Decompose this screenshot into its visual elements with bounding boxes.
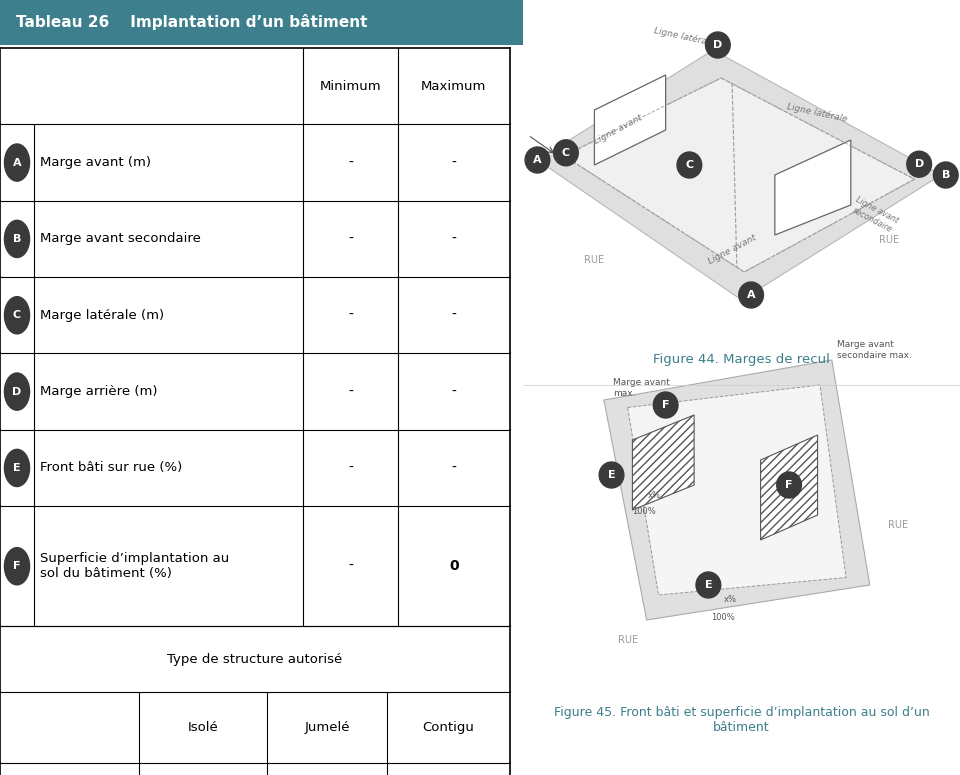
Text: -: - bbox=[348, 156, 353, 170]
Text: -: - bbox=[348, 384, 353, 398]
Circle shape bbox=[5, 220, 30, 257]
Circle shape bbox=[554, 140, 578, 166]
Polygon shape bbox=[760, 435, 818, 540]
Text: D: D bbox=[713, 40, 723, 50]
Circle shape bbox=[5, 144, 30, 181]
Text: C: C bbox=[562, 148, 570, 158]
Text: Ligne avant: Ligne avant bbox=[592, 114, 643, 146]
Polygon shape bbox=[564, 78, 915, 272]
Text: Marge latérale (m): Marge latérale (m) bbox=[40, 308, 164, 322]
Text: Figure 45. Front bâti et superficie d’implantation au sol d’un
bâtiment: Figure 45. Front bâti et superficie d’im… bbox=[554, 706, 929, 734]
Polygon shape bbox=[594, 75, 665, 165]
Bar bbox=[0, 0, 523, 45]
Text: A: A bbox=[12, 157, 21, 167]
Text: Ligne latérale: Ligne latérale bbox=[786, 102, 849, 124]
Text: -: - bbox=[451, 308, 456, 322]
Circle shape bbox=[677, 152, 702, 178]
Polygon shape bbox=[633, 415, 694, 510]
Text: RUE: RUE bbox=[878, 235, 899, 245]
Text: C: C bbox=[12, 310, 21, 320]
Text: Figure 44. Marges de recul: Figure 44. Marges de recul bbox=[653, 353, 830, 367]
Text: F: F bbox=[13, 561, 21, 571]
Text: -: - bbox=[451, 461, 456, 475]
Text: -: - bbox=[451, 156, 456, 170]
Text: -: - bbox=[348, 560, 353, 574]
Circle shape bbox=[696, 572, 721, 598]
Text: -: - bbox=[348, 232, 353, 246]
Text: -: - bbox=[348, 308, 353, 322]
Text: Ligne avant
secondaire: Ligne avant secondaire bbox=[850, 195, 900, 235]
Text: x%: x% bbox=[648, 491, 660, 500]
Text: x%: x% bbox=[724, 595, 736, 604]
Circle shape bbox=[739, 282, 763, 308]
Text: Minimum: Minimum bbox=[320, 80, 381, 93]
Text: 0: 0 bbox=[449, 560, 459, 574]
Text: B: B bbox=[12, 234, 21, 244]
Polygon shape bbox=[775, 140, 851, 235]
Text: Front bâti sur rue (%): Front bâti sur rue (%) bbox=[40, 461, 182, 474]
Circle shape bbox=[599, 462, 624, 488]
Text: C: C bbox=[685, 160, 693, 170]
Text: F: F bbox=[785, 480, 793, 490]
Text: Jumelé: Jumelé bbox=[304, 722, 349, 735]
Circle shape bbox=[5, 548, 30, 585]
Text: Isolé: Isolé bbox=[187, 722, 218, 735]
Text: A: A bbox=[747, 290, 756, 300]
Text: -: - bbox=[348, 461, 353, 475]
Text: Superficie d’implantation au
sol du bâtiment (%): Superficie d’implantation au sol du bâti… bbox=[40, 553, 229, 580]
Circle shape bbox=[5, 449, 30, 487]
Text: -: - bbox=[451, 384, 456, 398]
Circle shape bbox=[5, 373, 30, 410]
Text: D: D bbox=[915, 159, 924, 169]
Text: A: A bbox=[533, 155, 541, 165]
Text: 100%: 100% bbox=[632, 508, 656, 516]
Polygon shape bbox=[538, 50, 941, 300]
Text: B: B bbox=[942, 170, 950, 180]
Polygon shape bbox=[604, 360, 870, 620]
Circle shape bbox=[777, 472, 802, 498]
Text: D: D bbox=[12, 387, 22, 397]
Text: Maximum: Maximum bbox=[421, 80, 487, 93]
Text: 100%: 100% bbox=[710, 612, 734, 622]
Text: Ligne latérale: Ligne latérale bbox=[654, 26, 716, 48]
Polygon shape bbox=[628, 385, 846, 595]
Text: RUE: RUE bbox=[585, 255, 605, 265]
Text: Marge avant (m): Marge avant (m) bbox=[40, 156, 152, 169]
Circle shape bbox=[525, 147, 550, 173]
Text: -: - bbox=[451, 232, 456, 246]
Text: RUE: RUE bbox=[888, 520, 908, 530]
Text: Marge avant
max.: Marge avant max. bbox=[613, 378, 670, 398]
Circle shape bbox=[907, 151, 931, 177]
Text: Marge avant secondaire: Marge avant secondaire bbox=[40, 232, 202, 246]
Text: E: E bbox=[13, 463, 21, 473]
Text: Marge avant
secondaire max.: Marge avant secondaire max. bbox=[836, 340, 911, 360]
Text: E: E bbox=[608, 470, 615, 480]
Text: Ligne avant: Ligne avant bbox=[707, 233, 757, 267]
Circle shape bbox=[654, 392, 678, 418]
Text: RUE: RUE bbox=[617, 635, 637, 645]
Text: Marge arrière (m): Marge arrière (m) bbox=[40, 385, 157, 398]
Text: Type de structure autorisé: Type de structure autorisé bbox=[167, 653, 343, 666]
Text: Contigu: Contigu bbox=[422, 722, 474, 735]
Text: Tableau 26    Implantation d’un bâtiment: Tableau 26 Implantation d’un bâtiment bbox=[15, 15, 367, 30]
Circle shape bbox=[706, 32, 731, 58]
Circle shape bbox=[5, 297, 30, 334]
Circle shape bbox=[933, 162, 958, 188]
Text: F: F bbox=[661, 400, 669, 410]
Text: E: E bbox=[705, 580, 712, 590]
